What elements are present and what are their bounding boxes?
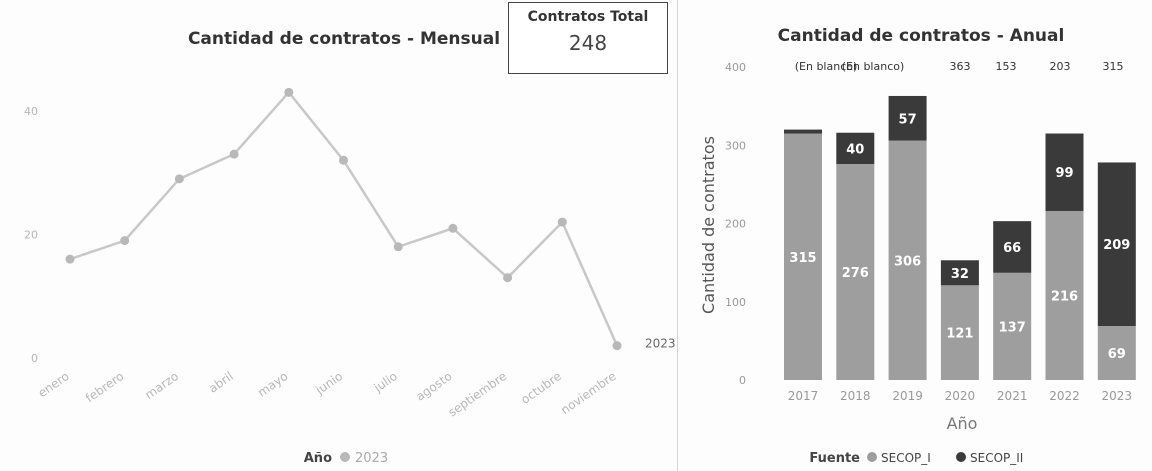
x-tick-label: marzo <box>142 369 181 402</box>
data-label-secop-ii: 99 <box>1055 166 1073 181</box>
data-point <box>339 155 348 165</box>
data-point <box>174 174 184 184</box>
x-tick-label: octubre <box>518 369 564 407</box>
bar-segment-secop-ii <box>836 132 875 165</box>
legend-title: Fuente <box>809 451 860 466</box>
monthly-line-chart: Cantidad de contratos - Mensual 0 20 40 ener… <box>24 29 676 466</box>
data-point <box>448 223 458 233</box>
data-point <box>284 87 294 97</box>
y-tick-label: 400 <box>725 61 746 74</box>
bar-segment-secop-i <box>1097 326 1136 380</box>
x-tick-label: junio <box>312 369 345 398</box>
bar-segment-secop-ii <box>993 221 1032 273</box>
x-tick-label: 2018 <box>840 389 871 403</box>
data-label-secop-ii: 40 <box>846 142 864 157</box>
data-label-secop-ii: 32 <box>951 267 969 282</box>
bar-segment-secop-i <box>888 140 927 380</box>
total-label: (En blanco) <box>795 60 858 73</box>
legend-label-secop-ii: SECOP_II <box>970 451 1023 465</box>
x-tick-label: 2021 <box>997 389 1028 403</box>
series-end-label: 2023 <box>645 337 676 351</box>
data-label-secop-i: 315 <box>789 251 816 266</box>
y-tick-label: 200 <box>725 218 746 231</box>
data-label-secop-ii: 66 <box>1003 241 1021 256</box>
legend-marker-secop-i <box>867 452 877 462</box>
y-tick-label: 300 <box>725 139 746 152</box>
data-label-secop-i: 69 <box>1108 347 1126 362</box>
bar-segment-secop-ii <box>940 260 979 286</box>
x-tick-label: abril <box>206 369 236 396</box>
bar-segment-secop-i <box>836 164 875 380</box>
y-tick-label: 20 <box>24 228 38 241</box>
data-label-secop-ii: 209 <box>1103 238 1130 253</box>
kpi-card-contratos-total: Contratos Total 248 <box>508 2 668 74</box>
data-point <box>65 254 75 264</box>
legend-title: Año <box>304 451 332 466</box>
bar-segment-secop-i <box>940 285 979 380</box>
total-label: 153 <box>996 60 1017 73</box>
bar-segment-secop-i <box>784 133 822 380</box>
bar-segment-secop-ii <box>1097 162 1136 327</box>
data-point <box>503 273 513 283</box>
x-tick-label: 2023 <box>1102 389 1133 403</box>
y-tick-label: 0 <box>31 352 38 365</box>
legend-label-2023: 2023 <box>355 451 388 466</box>
line-chart-title: Cantidad de contratos - Mensual <box>188 29 500 49</box>
bar-segment-secop-ii <box>1045 133 1084 211</box>
legend-label-secop-i: SECOP_I <box>881 451 931 465</box>
total-label: 315 <box>1103 60 1124 73</box>
legend-marker-2023 <box>340 452 350 462</box>
data-point <box>557 217 567 227</box>
bar-segment-secop-i <box>993 272 1032 380</box>
bar-segment-secop-ii <box>784 129 822 134</box>
bar-segment-secop-ii <box>888 95 927 141</box>
x-tick-label: enero <box>36 369 72 400</box>
data-point <box>229 149 239 159</box>
x-tick-label: febrero <box>83 369 126 405</box>
data-label-secop-i: 306 <box>894 254 921 269</box>
kpi-value: 248 <box>568 31 608 55</box>
x-tick-label: 2020 <box>945 389 976 403</box>
panel-divider <box>677 0 678 471</box>
x-tick-label: 2017 <box>788 389 819 403</box>
data-point <box>120 236 130 246</box>
bar-chart-title: Cantidad de contratos - Anual <box>778 26 1065 46</box>
series-line-2023 <box>69 90 619 347</box>
x-tick-label: septiembre <box>446 369 510 419</box>
x-tick-label: agosto <box>413 369 454 404</box>
legend-marker-secop-ii <box>956 452 966 462</box>
data-label-secop-ii: 57 <box>899 112 917 127</box>
x-axis-title: Año <box>947 414 978 433</box>
x-tick-label: 2022 <box>1049 389 1080 403</box>
kpi-title: Contratos Total <box>527 9 649 25</box>
y-axis-title: Cantidad de contratos <box>699 136 718 314</box>
x-tick-label: 2019 <box>892 389 923 403</box>
y-tick-label: 40 <box>24 105 38 118</box>
data-label-secop-i: 276 <box>842 266 869 281</box>
data-label-secop-i: 137 <box>999 320 1026 335</box>
x-tick-label: noviembre <box>558 369 619 417</box>
bar-segment-secop-i <box>1045 210 1084 380</box>
total-label: 363 <box>950 60 971 73</box>
data-point <box>612 341 622 351</box>
x-tick-label: mayo <box>255 369 290 400</box>
x-tick-label: julio <box>371 369 400 395</box>
y-tick-label: 100 <box>725 296 746 309</box>
data-point <box>393 242 403 252</box>
y-tick-label: 0 <box>739 374 746 387</box>
data-label-secop-i: 216 <box>1051 289 1078 304</box>
total-label: (En blanco) <box>842 60 905 73</box>
annual-stacked-bar-chart: Cantidad de contratos - Anual 0 100 200 300 4… <box>699 26 1136 466</box>
total-label: 203 <box>1050 60 1071 73</box>
data-label-secop-i: 121 <box>946 327 973 342</box>
